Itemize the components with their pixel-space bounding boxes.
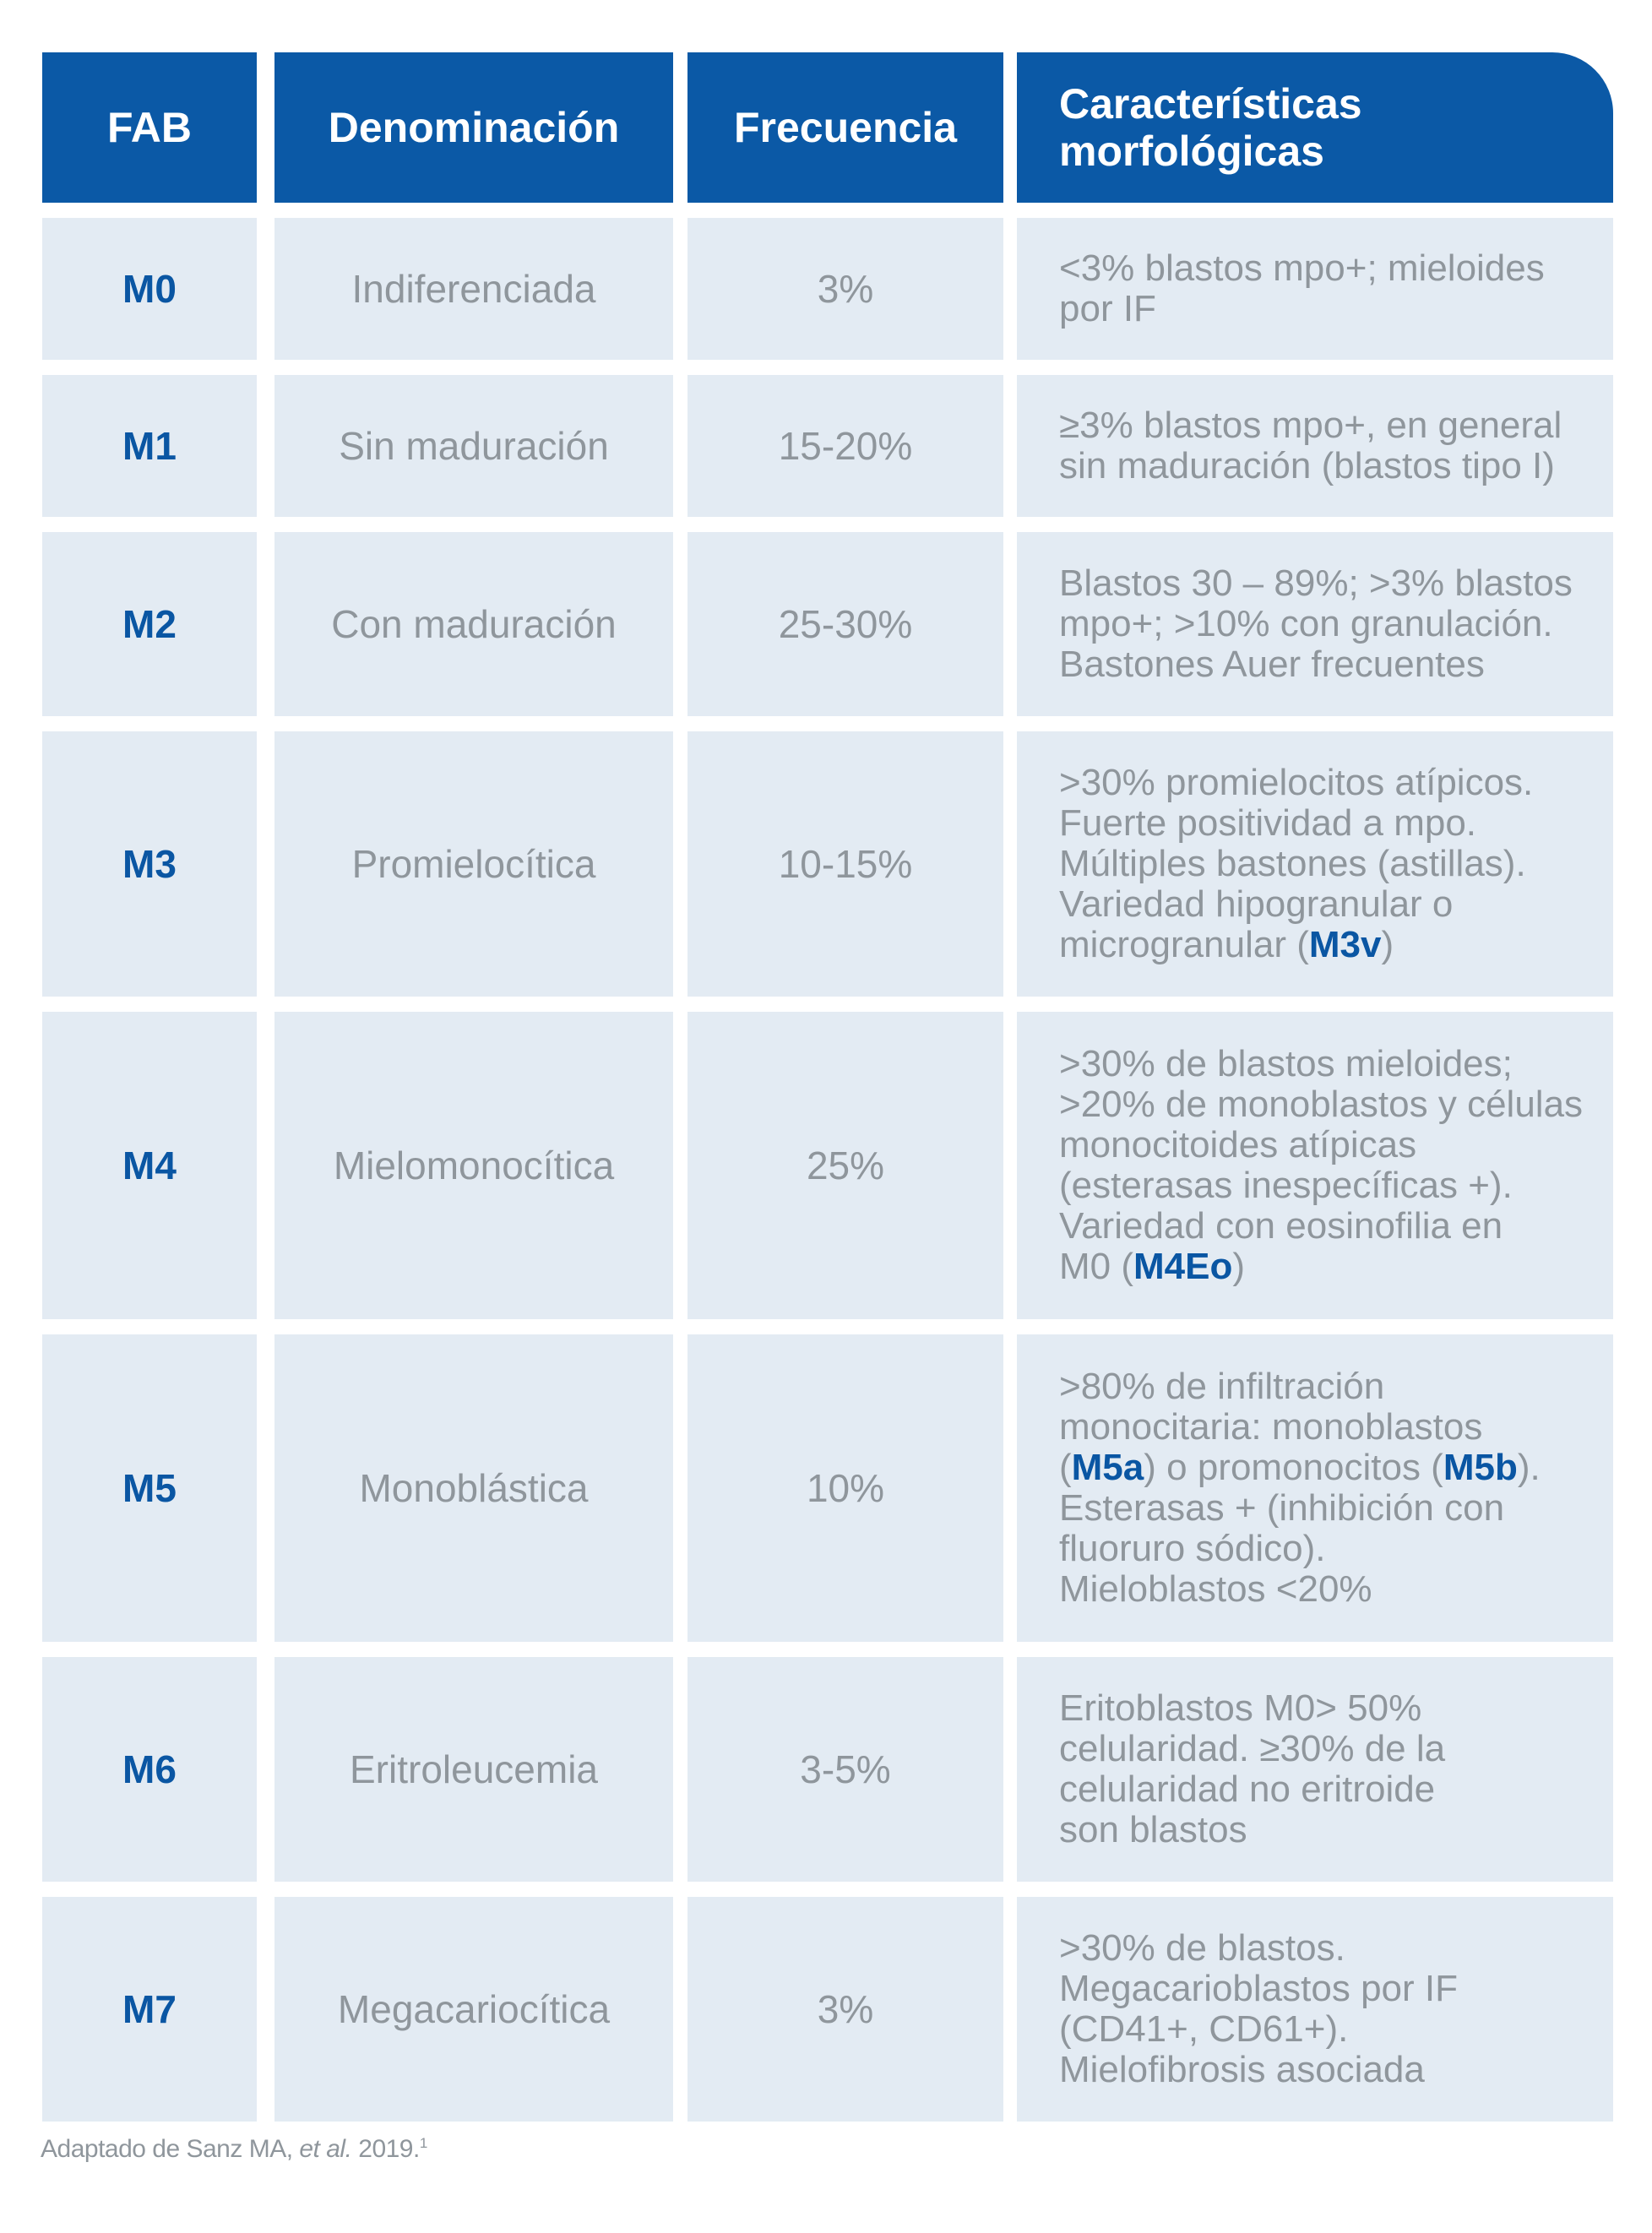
- caracteristicas-cell: ≥3% blastos mpo+, en general sin madurac…: [1017, 375, 1613, 517]
- fab-cell: M6: [42, 1657, 257, 1882]
- denominacion-cell: Mielomonocítica: [274, 1012, 673, 1319]
- fab-code: M4: [122, 1144, 177, 1187]
- table-row: M1 Sin maduración 15-20% ≥3% blastos mpo…: [42, 375, 1613, 517]
- frecuencia-text: 25-30%: [778, 602, 913, 646]
- source-citation: Adaptado de Sanz MA, et al. 2019.1: [41, 2135, 427, 2164]
- frecuencia-text: 10%: [806, 1466, 885, 1510]
- fab-code: M7: [122, 1987, 177, 2031]
- table-row: M2 Con maduración 25-30% Blastos 30 – 89…: [42, 532, 1613, 716]
- denominacion-text: Eritroleucemia: [350, 1747, 598, 1791]
- citation-prefix: Adaptado de Sanz MA,: [41, 2135, 300, 2163]
- subtype-highlight: M4Eo: [1133, 1246, 1233, 1287]
- denominacion-text: Mielomonocítica: [333, 1144, 615, 1187]
- frecuencia-cell: 25%: [687, 1012, 1003, 1319]
- citation-reference-number: 1: [419, 2135, 427, 2151]
- caracteristicas-text: >30% de blastos mieloides; >20% de monob…: [1059, 1044, 1583, 1287]
- frecuencia-text: 3-5%: [800, 1747, 891, 1791]
- fab-cell: M4: [42, 1012, 257, 1319]
- caracteristicas-text: ≥3% blastos mpo+, en general sin madurac…: [1059, 405, 1562, 486]
- denominacion-cell: Promielocítica: [274, 731, 673, 997]
- frecuencia-text: 3%: [817, 267, 874, 311]
- caracteristicas-cell: >30% de blastos. Megacarioblastos por IF…: [1017, 1897, 1613, 2122]
- denominacion-cell: Sin maduración: [274, 375, 673, 517]
- header-caracteristicas-label: Características morfológicas: [1059, 80, 1362, 175]
- fab-code: M3: [122, 842, 177, 886]
- denominacion-text: Promielocítica: [351, 842, 596, 886]
- header-frecuencia-label: Frecuencia: [733, 104, 957, 151]
- table-row: M0 Indiferenciada 3% <3% blastos mpo+; m…: [42, 218, 1613, 360]
- frecuencia-text: 25%: [806, 1144, 885, 1187]
- fab-cell: M2: [42, 532, 257, 716]
- fab-cell: M5: [42, 1334, 257, 1642]
- fab-code: M5: [122, 1466, 177, 1510]
- subtype-highlight: M3v: [1308, 924, 1382, 965]
- denominacion-text: Con maduración: [331, 602, 617, 646]
- citation-year: 2019.: [351, 2135, 420, 2163]
- caracteristicas-text: Eritoblastos M0> 50% celularidad. ≥30% d…: [1059, 1687, 1446, 1850]
- frecuencia-cell: 10%: [687, 1334, 1003, 1642]
- caracteristicas-part-b: ) o promonocitos (: [1144, 1447, 1443, 1488]
- caracteristicas-part-c: ). Esterasas + (inhibición con fluoruro …: [1059, 1447, 1541, 1610]
- denominacion-text: Indiferenciada: [351, 267, 596, 311]
- denominacion-cell: Eritroleucemia: [274, 1657, 673, 1882]
- fab-cell: M1: [42, 375, 257, 517]
- header-caracteristicas: Características morfológicas: [1017, 52, 1613, 203]
- subtype-highlight-b: M5b: [1443, 1447, 1518, 1488]
- caracteristicas-cell: <3% blastos mpo+; mieloides por IF: [1017, 218, 1613, 360]
- frecuencia-cell: 3%: [687, 1897, 1003, 2122]
- caracteristicas-text: >30% de blastos. Megacarioblastos por IF…: [1059, 1927, 1458, 2090]
- caracteristicas-text: <3% blastos mpo+; mieloides por IF: [1059, 247, 1545, 329]
- caracteristicas-cell: >30% de blastos mieloides; >20% de monob…: [1017, 1012, 1613, 1319]
- fab-code: M0: [122, 267, 177, 311]
- caracteristicas-text: >30% promielocitos atípicos. Fuerte posi…: [1059, 763, 1533, 965]
- caracteristicas-cell: >80% de infiltración monocitaria: monobl…: [1017, 1334, 1613, 1642]
- caracteristicas-part-a: >80% de infiltración monocitaria: monobl…: [1059, 1366, 1483, 1488]
- fab-cell: M0: [42, 218, 257, 360]
- caracteristicas-cell: Eritoblastos M0> 50% celularidad. ≥30% d…: [1017, 1657, 1613, 1882]
- denominacion-cell: Con maduración: [274, 532, 673, 716]
- table-header-row: FAB Denominación Frecuencia Característi…: [42, 52, 1613, 203]
- caracteristicas-cell: >30% promielocitos atípicos. Fuerte posi…: [1017, 731, 1613, 997]
- fab-code: M6: [122, 1747, 177, 1791]
- caracteristicas-text: Blastos 30 – 89%; >3% blastos mpo+; >10%…: [1059, 562, 1573, 685]
- table-row: M6 Eritroleucemia 3-5% Eritoblastos M0> …: [42, 1657, 1613, 1882]
- frecuencia-cell: 10-15%: [687, 731, 1003, 997]
- fab-cell: M3: [42, 731, 257, 997]
- caracteristicas-end: ): [1232, 1246, 1246, 1287]
- denominacion-text: Megacariocítica: [337, 1987, 611, 2031]
- frecuencia-cell: 3%: [687, 218, 1003, 360]
- caracteristicas-body: >30% de blastos mieloides; >20% de monob…: [1059, 1043, 1584, 1287]
- table-row: M7 Megacariocítica 3% >30% de blastos. M…: [42, 1897, 1613, 2122]
- header-fab-label: FAB: [107, 104, 192, 151]
- denominacion-text: Sin maduración: [339, 424, 609, 468]
- denominacion-cell: Megacariocítica: [274, 1897, 673, 2122]
- caracteristicas-cell: Blastos 30 – 89%; >3% blastos mpo+; >10%…: [1017, 532, 1613, 716]
- frecuencia-cell: 15-20%: [687, 375, 1003, 517]
- citation-etal: et al.: [299, 2135, 352, 2163]
- frecuencia-cell: 3-5%: [687, 1657, 1003, 1882]
- frecuencia-cell: 25-30%: [687, 532, 1003, 716]
- subtype-highlight-a: M5a: [1071, 1447, 1144, 1488]
- fab-code: M1: [122, 424, 177, 468]
- table-row: M5 Monoblástica 10% >80% de infiltración…: [42, 1334, 1613, 1642]
- denominacion-cell: Monoblástica: [274, 1334, 673, 1642]
- header-denominacion: Denominación: [274, 52, 673, 203]
- table-row: M4 Mielomonocítica 25% >30% de blastos m…: [42, 1012, 1613, 1319]
- denominacion-cell: Indiferenciada: [274, 218, 673, 360]
- fab-cell: M7: [42, 1897, 257, 2122]
- header-denominacion-label: Denominación: [328, 104, 620, 151]
- table-row: M3 Promielocítica 10-15% >30% promieloci…: [42, 731, 1613, 997]
- denominacion-text: Monoblástica: [359, 1466, 589, 1510]
- caracteristicas-end: ): [1381, 924, 1394, 965]
- caracteristicas-text: >80% de infiltración monocitaria: monobl…: [1059, 1366, 1541, 1610]
- frecuencia-text: 3%: [817, 1987, 874, 2031]
- caracteristicas-body: >30% promielocitos atípicos. Fuerte posi…: [1059, 762, 1534, 965]
- header-fab: FAB: [42, 52, 257, 203]
- header-frecuencia: Frecuencia: [687, 52, 1003, 203]
- frecuencia-text: 15-20%: [778, 424, 913, 468]
- fab-code: M2: [122, 602, 177, 646]
- frecuencia-text: 10-15%: [778, 842, 913, 886]
